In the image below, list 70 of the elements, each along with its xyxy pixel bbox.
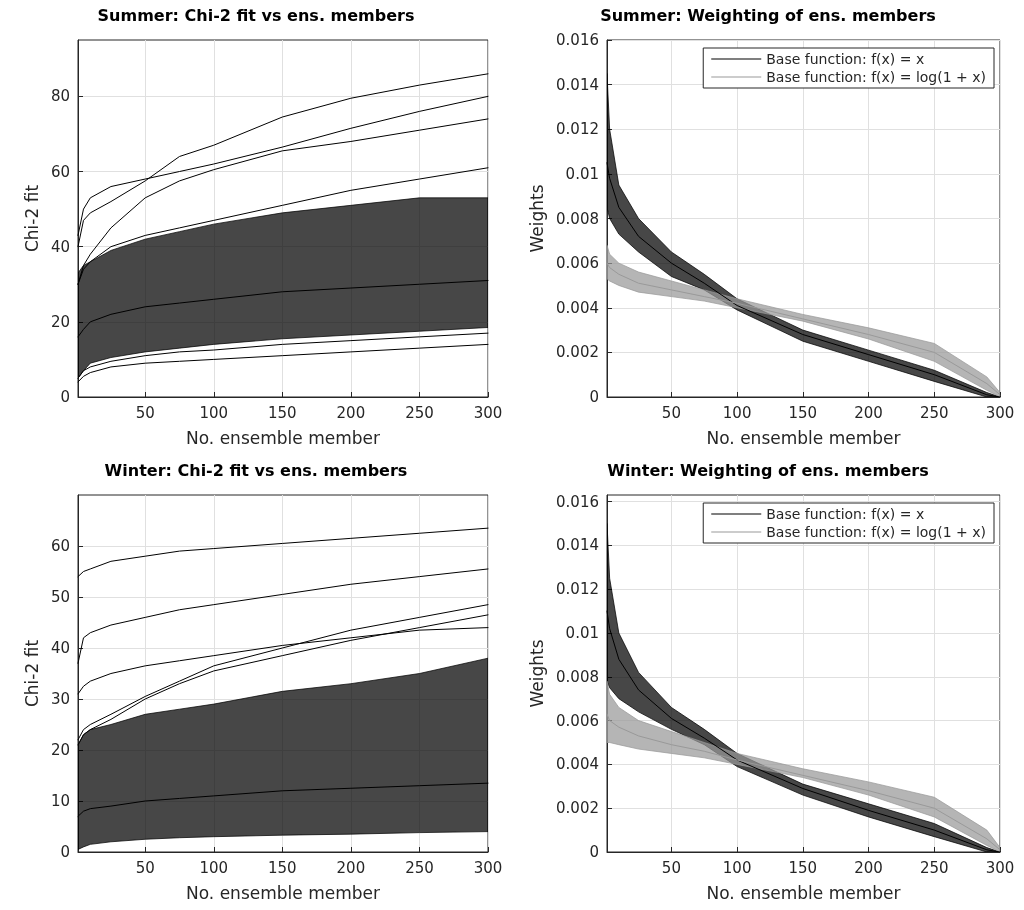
x-tick-label: 50 [135, 403, 155, 422]
y-tick-label: 0.016 [556, 31, 599, 49]
y-tick-label: 0 [589, 843, 599, 861]
x-tick-label: 200 [336, 858, 366, 877]
y-tick-label: 0.01 [565, 623, 599, 642]
y-tick-label: 80 [50, 87, 70, 106]
x-axis-title: No. ensemble member [706, 427, 901, 448]
y-tick-label: 0.014 [556, 75, 599, 94]
y-tick-label: 20 [50, 312, 70, 331]
y-tick-label: 40 [50, 237, 70, 256]
x-tick-label: 250 [919, 403, 949, 422]
legend-label: Base function: f(x) = x [766, 51, 925, 67]
x-tick-label: 100 [722, 858, 752, 877]
y-tick-label: 60 [50, 162, 70, 181]
x-tick-label: 300 [473, 403, 503, 422]
y-axis-title: Chi-2 fit [21, 639, 42, 708]
chart-title: Winter: Chi-2 fit vs ens. members [104, 460, 408, 480]
y-tick-label: 0.008 [556, 667, 599, 686]
y-axis-title: Weights [526, 639, 547, 708]
y-tick-label: 0.012 [556, 580, 599, 599]
x-tick-label: 200 [854, 858, 883, 877]
y-tick-label: 10 [50, 792, 70, 810]
x-axis-title: No. ensemble member [186, 427, 380, 448]
y-axis-title: Weights [526, 184, 547, 253]
y-tick-label: 0.014 [556, 536, 599, 555]
legend-label: Base function: f(x) = log(1 + x) [766, 69, 987, 85]
y-tick-label: 40 [50, 639, 70, 657]
y-tick-label: 0.002 [556, 343, 599, 362]
y-tick-label: 0.002 [556, 799, 599, 818]
y-tick-label: 50 [50, 588, 70, 606]
y-tick-label: 0.008 [556, 209, 599, 228]
x-tick-label: 50 [661, 403, 681, 422]
y-tick-label: 0 [589, 388, 599, 406]
y-tick-label: 30 [50, 690, 70, 708]
y-tick-label: 0 [60, 388, 70, 406]
x-tick-label: 250 [405, 858, 434, 877]
x-tick-label: 100 [199, 403, 229, 422]
y-tick-label: 0.006 [556, 711, 599, 730]
x-tick-label: 150 [267, 858, 297, 877]
legend-label: Base function: f(x) = log(1 + x) [766, 524, 987, 540]
x-tick-label: 50 [661, 858, 681, 877]
legend-label: Base function: f(x) = x [766, 506, 925, 522]
x-axis-title: No. ensemble member [186, 882, 380, 903]
x-tick-label: 150 [788, 403, 818, 422]
chart-title: Summer: Chi-2 fit vs ens. members [97, 5, 415, 25]
chart-title: Winter: Weighting of ens. members [607, 460, 929, 480]
x-tick-label: 200 [854, 403, 883, 422]
chart-title: Summer: Weighting of ens. members [600, 5, 936, 25]
x-tick-label: 250 [405, 403, 434, 422]
y-tick-label: 0 [60, 843, 70, 861]
x-tick-label: 150 [267, 403, 297, 422]
y-tick-label: 0.006 [556, 254, 599, 273]
x-tick-label: 100 [722, 403, 752, 422]
y-tick-label: 0.004 [556, 755, 599, 774]
y-tick-label: 60 [50, 537, 70, 555]
y-tick-label: 0.012 [556, 120, 599, 139]
x-axis-title: No. ensemble member [706, 882, 901, 903]
x-tick-label: 50 [135, 858, 155, 877]
x-tick-label: 100 [199, 858, 229, 877]
x-tick-label: 200 [336, 403, 366, 422]
y-tick-label: 0.01 [565, 164, 599, 183]
x-tick-label: 300 [985, 858, 1015, 877]
x-tick-label: 300 [985, 403, 1015, 422]
y-tick-label: 0.016 [556, 492, 599, 511]
x-tick-label: 250 [919, 858, 949, 877]
x-tick-label: 300 [473, 858, 503, 877]
y-tick-label: 0.004 [556, 298, 599, 317]
y-axis-title: Chi-2 fit [21, 184, 42, 253]
x-tick-label: 150 [788, 858, 818, 877]
y-tick-label: 20 [50, 741, 70, 759]
